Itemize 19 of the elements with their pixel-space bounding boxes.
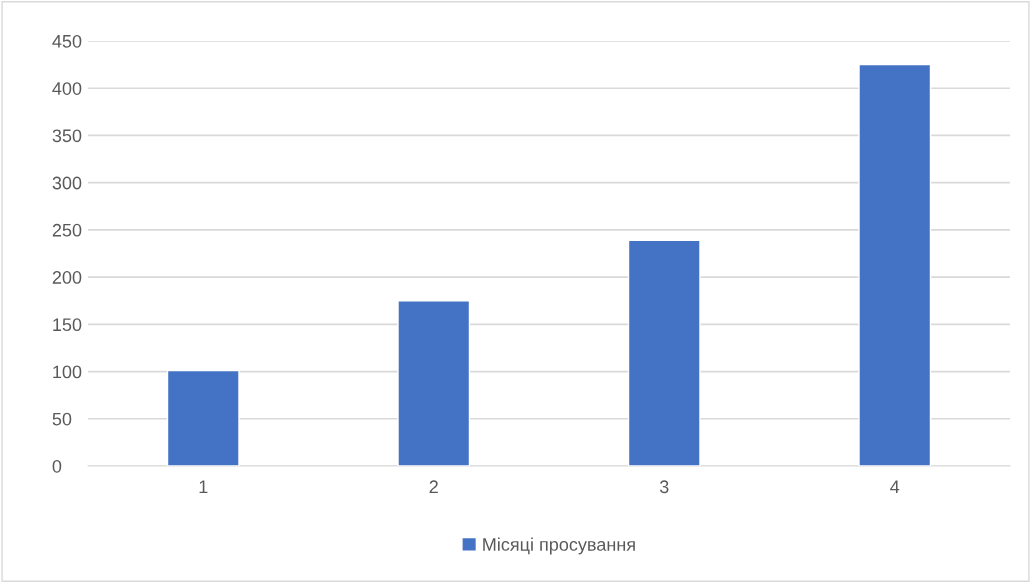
y-tick-label: 200	[52, 271, 82, 284]
bar	[166, 369, 240, 466]
legend-label: Місяці просування	[483, 537, 635, 555]
bar	[627, 239, 701, 466]
bar	[858, 63, 932, 466]
y-tick-label: 300	[52, 176, 82, 190]
y-tick-label: 400	[52, 82, 82, 95]
y-tick-label: 100	[53, 365, 82, 379]
x-tick-label: 3	[659, 480, 669, 494]
y-tick-label: 0	[52, 459, 62, 473]
x-tick-label: 2	[429, 480, 438, 493]
y-tick-label: 450	[52, 34, 82, 48]
x-tick-label: 1	[199, 480, 208, 493]
x-tick-label: 4	[890, 480, 900, 493]
y-tick-label: 250	[52, 223, 82, 237]
y-tick-label: 350	[52, 129, 82, 143]
y-tick-label: 50	[52, 412, 72, 426]
y-tick-label: 150	[53, 318, 82, 332]
bar	[397, 300, 471, 466]
